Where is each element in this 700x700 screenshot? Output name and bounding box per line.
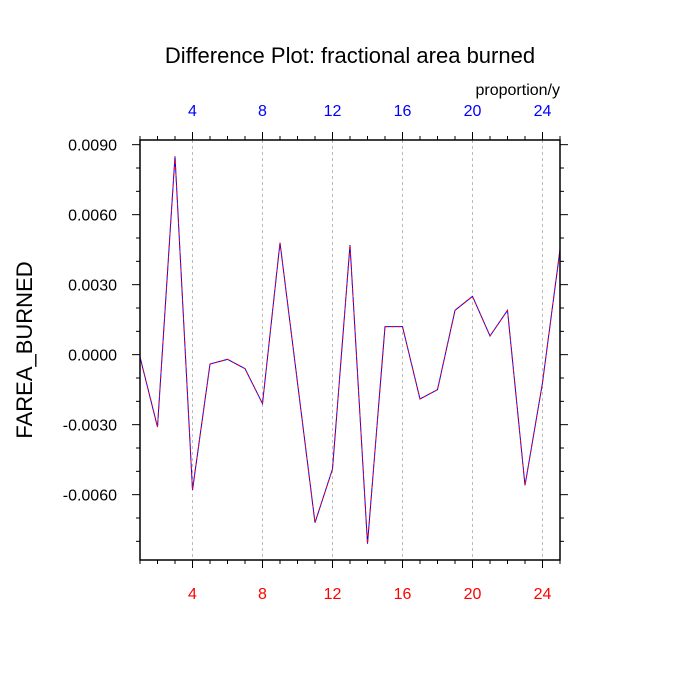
- y-axis-label: FAREA_BURNED: [12, 261, 37, 438]
- y-tick-label: 0.0090: [68, 138, 117, 155]
- y-tick-label: 0.0000: [68, 348, 117, 365]
- tick-labels: 4 4 8 8 12 12 16 16 20 20 24 24 0.0090 0.0060 0.0030 0.…: [63, 103, 552, 603]
- x-tick-label-bottom: 12: [324, 586, 342, 603]
- series-lines: [139, 156, 561, 544]
- x-tick-label-bottom: 24: [534, 586, 552, 603]
- units-label: proportion/y: [476, 82, 561, 99]
- x-tick-label-top: 8: [258, 103, 267, 120]
- y-tick-label: 0.0060: [68, 208, 117, 225]
- chart-title: Difference Plot: fractional area burned: [165, 43, 535, 68]
- y-tick-label: -0.0030: [63, 418, 117, 435]
- x-tick-label-top: 12: [324, 103, 342, 120]
- x-tick-label-top: 4: [188, 103, 197, 120]
- plot-frame: [139, 139, 561, 561]
- x-tick-label-bottom: 4: [188, 586, 197, 603]
- x-tick-label-top: 16: [394, 103, 412, 120]
- grid-lines: [192, 140, 543, 560]
- y-tick-label: 0.0030: [68, 278, 117, 295]
- x-tick-label-bottom: 20: [464, 586, 482, 603]
- x-tick-label-top: 24: [534, 103, 552, 120]
- x-tick-label-bottom: 16: [394, 586, 412, 603]
- x-tick-label-bottom: 8: [258, 586, 267, 603]
- x-tick-label-top: 20: [464, 103, 482, 120]
- axis-ticks: [132, 132, 568, 568]
- y-tick-label: -0.0060: [63, 488, 117, 505]
- series-line-overlay: [139, 156, 561, 544]
- series-line: [139, 156, 561, 544]
